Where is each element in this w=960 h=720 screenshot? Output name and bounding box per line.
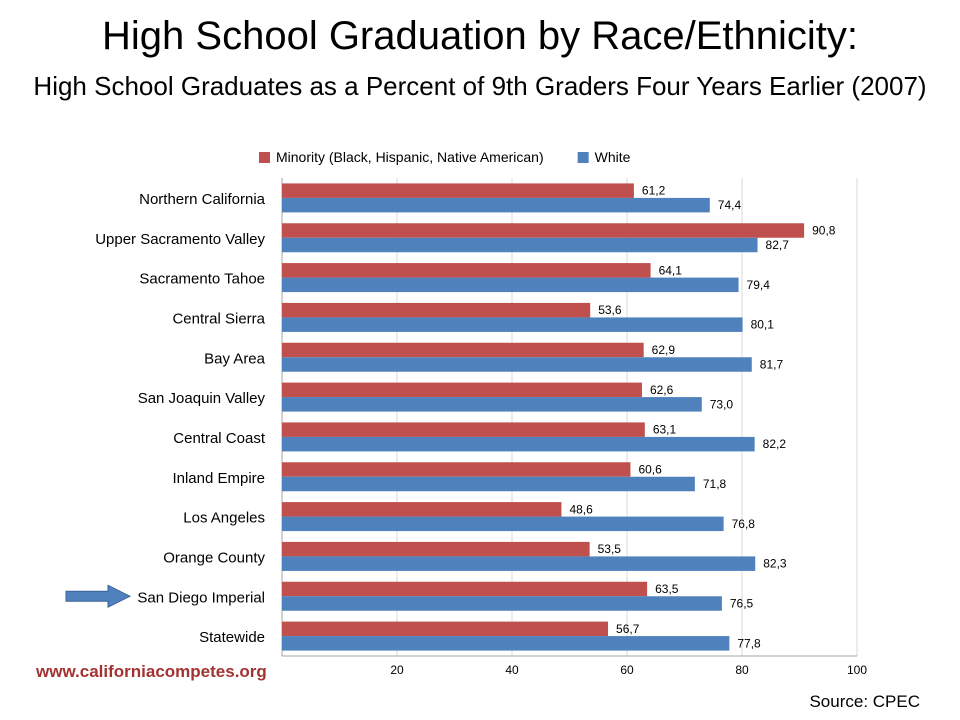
bar: [282, 317, 743, 332]
legend-swatch: [577, 152, 589, 163]
data-label: 73,0: [710, 397, 734, 411]
bar: [282, 342, 644, 358]
category-label: Orange County: [163, 549, 265, 566]
gridlines: [281, 178, 858, 657]
category-label: San Joaquin Valley: [138, 390, 266, 407]
chart-title: High School Graduation by Race/Ethnicity…: [102, 14, 858, 58]
category-label: Sacramento Tahoe: [139, 271, 265, 288]
category-label: Inland Empire: [172, 470, 265, 487]
data-label: 81,7: [760, 358, 784, 372]
bar: [282, 397, 702, 412]
category-label: Northern California: [139, 191, 266, 208]
legend-swatch: [259, 152, 270, 163]
legend: Minority (Black, Hispanic, Native Americ…: [259, 149, 631, 165]
data-label: 61,2: [642, 184, 666, 198]
data-label: 63,5: [655, 582, 679, 596]
bar: [282, 462, 631, 477]
data-label: 82,2: [763, 437, 787, 451]
bar: [282, 237, 758, 253]
category-label: Central Coast: [173, 430, 266, 447]
category-labels: Northern California Upper Sacramento Vall…: [95, 191, 266, 646]
bar: [282, 636, 730, 651]
x-tick-label: 60: [620, 663, 634, 677]
highlight-marker: [65, 584, 132, 609]
bars: 61,2 74,4 90,8 82,7 64,1 79,4 53,6 80,1 62,9 81,7…: [282, 183, 836, 651]
data-label: 71,8: [703, 477, 727, 491]
chart-subtitle: High School Graduates as a Percent of 9t…: [33, 71, 927, 101]
data-label: 48,6: [569, 502, 593, 516]
data-label: 90,8: [812, 224, 836, 238]
x-tick-label: 80: [735, 663, 749, 677]
x-tick-labels: 20 40 60 80 100: [390, 663, 867, 677]
category-label: Bay Area: [204, 350, 266, 367]
legend-label: Minority (Black, Hispanic, Native Americ…: [276, 149, 544, 165]
category-label: Upper Sacramento Valley: [95, 231, 265, 248]
x-tick-label: 40: [505, 663, 519, 677]
data-label: 62,6: [650, 383, 674, 397]
data-label: 74,4: [718, 198, 742, 212]
bar: [282, 556, 756, 571]
bar: [282, 596, 722, 611]
data-label: 60,6: [638, 463, 662, 477]
data-label: 53,6: [598, 303, 622, 317]
bar: [282, 277, 739, 293]
x-tick-label: 20: [390, 663, 404, 677]
bar: [282, 476, 695, 492]
category-label: Statewide: [199, 629, 265, 646]
bar: [282, 516, 724, 532]
bar: [282, 357, 752, 372]
data-label: 53,5: [598, 542, 622, 556]
data-label: 82,7: [766, 238, 790, 252]
data-label: 77,8: [737, 636, 761, 650]
category-label: San Diego Imperial: [137, 589, 265, 606]
data-label: 62,9: [652, 343, 676, 357]
data-label: 56,7: [616, 622, 640, 636]
bar: [282, 621, 609, 637]
x-tick-label: 100: [847, 663, 867, 677]
data-label: 64,1: [659, 263, 683, 277]
data-label: 76,8: [732, 517, 756, 531]
bar: [282, 541, 590, 557]
bar: [282, 263, 651, 278]
bar: [282, 382, 642, 398]
data-label: 80,1: [751, 318, 775, 332]
right-arrow-icon: [65, 584, 132, 609]
bar: [282, 302, 591, 318]
bar: [282, 581, 648, 597]
category-label: Los Angeles: [183, 510, 265, 527]
bar: [282, 502, 562, 517]
bar: [282, 422, 645, 437]
website-link[interactable]: www.californiacompetes.org: [36, 662, 267, 681]
data-label: 63,1: [653, 423, 677, 437]
data-label: 82,3: [763, 557, 787, 571]
legend-label: White: [595, 149, 631, 165]
data-label: 79,4: [747, 278, 771, 292]
bar: [282, 197, 710, 213]
category-label: Central Sierra: [172, 310, 265, 327]
bar: [282, 183, 634, 198]
bar: [282, 223, 805, 238]
source-note: Source: CPEC: [809, 692, 920, 711]
bar: [282, 436, 755, 452]
data-label: 76,5: [730, 597, 754, 611]
